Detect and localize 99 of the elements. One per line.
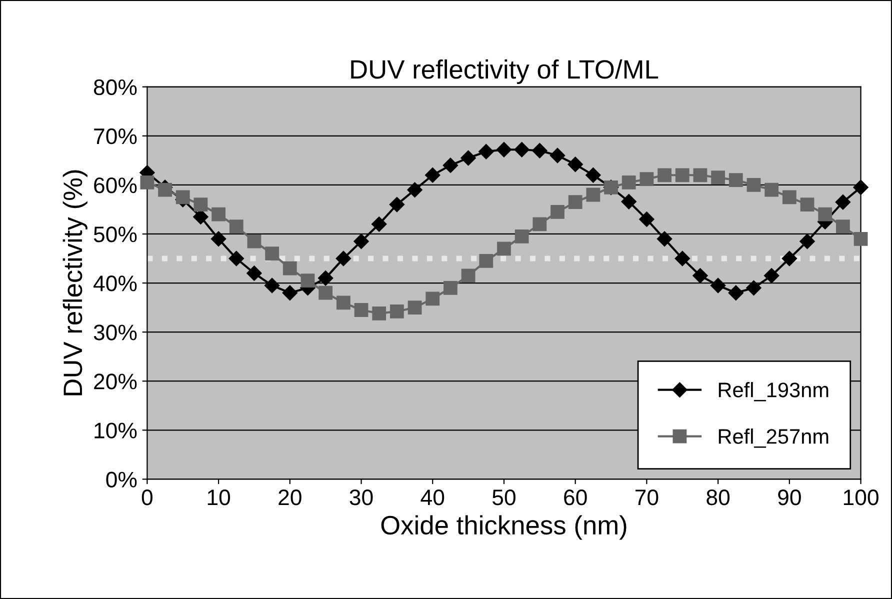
- x-tick-label: 40: [420, 490, 444, 506]
- point: [194, 198, 208, 212]
- point: [496, 142, 512, 158]
- point: [658, 168, 672, 182]
- y-tick-label: 10%: [94, 422, 137, 438]
- point: [746, 280, 762, 296]
- point: [336, 250, 351, 266]
- point: [836, 220, 850, 234]
- point: [568, 156, 583, 172]
- point: [478, 144, 494, 160]
- point: [710, 278, 726, 294]
- y-tick-label: 60%: [94, 177, 137, 194]
- point: [140, 176, 154, 190]
- point: [854, 232, 868, 246]
- point: [853, 180, 868, 195]
- point: [746, 178, 761, 192]
- chart-title: DUV reflectivity of LTO/ML: [351, 59, 658, 84]
- point: [228, 250, 244, 266]
- point: [282, 285, 298, 300]
- point: [782, 250, 797, 266]
- point: [514, 142, 530, 158]
- point: [800, 234, 815, 249]
- point: [728, 173, 743, 187]
- point: [229, 220, 244, 234]
- point: [532, 217, 547, 232]
- point: [336, 296, 350, 310]
- point: [282, 261, 297, 276]
- point: [300, 274, 315, 288]
- x-tick-label: 90: [778, 490, 801, 506]
- point: [210, 231, 226, 246]
- point: [622, 176, 636, 190]
- point: [639, 212, 654, 227]
- point: [354, 303, 368, 317]
- x-tick-label: 0: [142, 490, 152, 506]
- x-tick-label: 60: [564, 490, 587, 506]
- x-tick-label: 50: [492, 490, 516, 506]
- point: [532, 143, 548, 158]
- point: [442, 158, 458, 173]
- point: [656, 231, 672, 246]
- x-tick-label: 10: [208, 490, 230, 506]
- point: [550, 148, 566, 164]
- point: [354, 234, 369, 249]
- point: [461, 268, 476, 283]
- point: [460, 150, 476, 166]
- point: [264, 278, 280, 294]
- point: [800, 198, 814, 212]
- point: [318, 286, 333, 300]
- point: [390, 304, 404, 318]
- point: [818, 207, 832, 222]
- legend-label: Refl_257nm: [718, 428, 828, 448]
- point: [693, 168, 708, 182]
- x-tick-label: 70: [635, 490, 658, 506]
- point: [265, 246, 280, 261]
- point: [372, 216, 387, 232]
- point: [407, 182, 422, 198]
- point: [728, 285, 744, 300]
- point: [246, 266, 262, 281]
- point: [711, 170, 726, 185]
- point: [514, 229, 529, 244]
- point: [425, 168, 440, 183]
- point: [408, 300, 422, 314]
- point: [444, 280, 458, 295]
- point: [675, 168, 690, 182]
- point: [497, 242, 511, 256]
- point: [158, 182, 172, 197]
- point: [764, 268, 780, 284]
- point: [764, 182, 779, 197]
- y-tick-label: 40%: [93, 276, 137, 292]
- x-tick-label: 80: [706, 490, 730, 506]
- point: [586, 188, 600, 202]
- point: [212, 207, 226, 222]
- point: [586, 168, 601, 183]
- point: [318, 270, 334, 286]
- point: [176, 190, 190, 204]
- y-tick-label: 50%: [94, 226, 137, 242]
- point: [692, 268, 708, 284]
- x-tick-label: 100: [844, 490, 878, 506]
- y-tick-label: 30%: [94, 324, 137, 340]
- x-tick-label: 20: [278, 490, 302, 506]
- point: [674, 250, 690, 266]
- point: [621, 194, 636, 210]
- point: [782, 190, 796, 204]
- point: [372, 306, 386, 320]
- point: [550, 204, 564, 219]
- point: [640, 172, 654, 186]
- point: [479, 254, 494, 268]
- point: [426, 292, 440, 306]
- point: [389, 196, 405, 212]
- x-tick-label: 30: [350, 490, 373, 506]
- y-tick-label: 0%: [106, 472, 137, 488]
- y-tick-label: 80%: [94, 79, 137, 96]
- point: [247, 234, 262, 248]
- point: [568, 195, 582, 210]
- y-tick-label: 70%: [94, 128, 137, 144]
- point: [835, 194, 851, 210]
- legend-label: Refl_193nm: [718, 382, 828, 402]
- y-axis-title: DUV reflectivity (%): [62, 170, 88, 396]
- y-tick-label: 20%: [94, 374, 137, 390]
- x-axis-title: Oxide thickness (nm): [381, 515, 626, 540]
